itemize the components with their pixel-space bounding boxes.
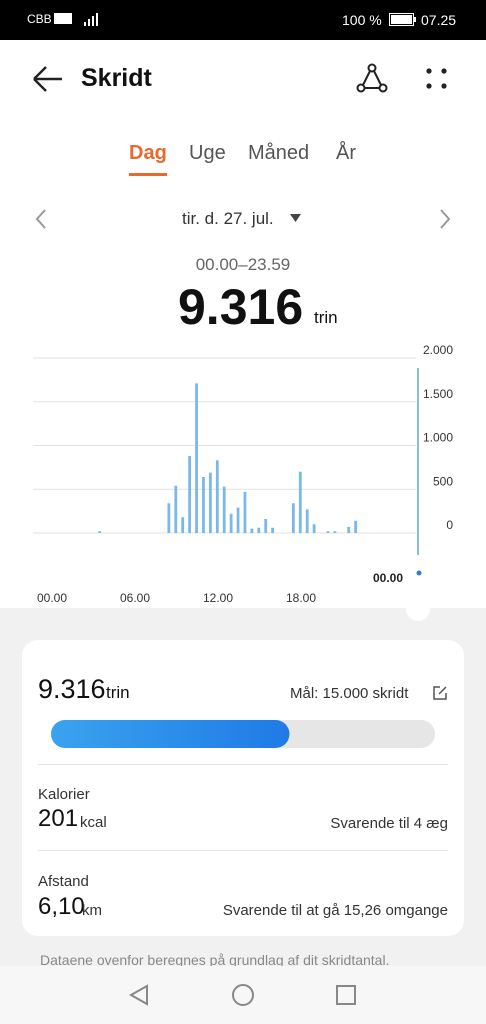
carrier: CBB [27, 12, 52, 26]
x-tick-label: 12.00 [203, 591, 233, 605]
y-tick-label: 2.000 [423, 343, 453, 357]
distance-value: 6,10 [38, 893, 85, 920]
back-button[interactable] [30, 64, 66, 94]
distance-label: Afstand [38, 873, 89, 890]
steps-chart: 0 500 1.000 1.500 2.000 00.00 06.00 12.00 18.00 0… [33, 343, 453, 621]
total-unit: trin [314, 308, 338, 327]
progress-fill [51, 720, 290, 748]
bar [195, 383, 198, 533]
bar [229, 513, 233, 533]
bar [291, 503, 295, 533]
page-title: Skridt [81, 64, 152, 92]
edit-goal-icon[interactable] [432, 685, 448, 701]
bar [202, 477, 205, 533]
tab-year[interactable]: År [336, 142, 356, 164]
bar [243, 491, 247, 533]
cursor-label: 00.00 [373, 571, 403, 585]
nav-back[interactable] [128, 984, 148, 1006]
bar [250, 528, 254, 533]
battery-icon [389, 13, 416, 26]
bar [215, 460, 219, 533]
tab-indicator [129, 173, 167, 176]
x-tick-label: 00.00 [37, 591, 67, 605]
bar [264, 519, 268, 533]
nav-home[interactable] [232, 984, 254, 1006]
summary-steps: 9.316 [38, 674, 106, 704]
y-tick-label: 0 [446, 518, 453, 532]
nav-recent[interactable] [336, 985, 356, 1005]
route-icon[interactable] [354, 62, 390, 94]
tab-week[interactable]: Uge [189, 142, 226, 164]
tab-month[interactable]: Måned [248, 142, 310, 164]
bar [298, 471, 302, 533]
cursor-handle [406, 597, 430, 621]
distance-note: Svarende til at gå 15,26 omgange [222, 902, 448, 919]
divider [38, 764, 448, 765]
bar [167, 503, 171, 533]
bar [347, 526, 351, 533]
calories-label: Kalorier [38, 786, 90, 803]
cursor-dot [416, 570, 422, 576]
date-label[interactable]: tir. d. 27. jul. [182, 209, 274, 228]
more-menu[interactable] [424, 66, 450, 92]
bar [208, 472, 212, 533]
calories-note: Svarende til 4 æg [330, 815, 448, 832]
y-tick-label: 1.000 [423, 431, 453, 445]
goal-progress [51, 720, 435, 748]
tab-day[interactable]: Dag [129, 142, 167, 164]
signal-icons [54, 13, 98, 26]
y-tick-label: 1.500 [423, 387, 453, 401]
footer-note: Dataene ovenfor beregnes på grundlag af … [40, 952, 390, 968]
x-tick-label: 06.00 [120, 591, 150, 605]
bar [174, 485, 178, 533]
nav-bar [0, 966, 486, 1024]
distance-unit: km [82, 902, 102, 919]
bar [333, 531, 337, 533]
x-tick-label: 18.00 [286, 591, 316, 605]
summary-unit: trin [106, 683, 130, 702]
bar [257, 527, 261, 533]
time-range: 00.00–23.59 [195, 255, 291, 274]
date-dropdown[interactable] [290, 213, 302, 223]
calories-unit: kcal [80, 814, 107, 831]
status-bar: CBB 100 % 07.25 [0, 0, 486, 40]
bar [236, 507, 240, 533]
bar [312, 524, 316, 533]
bar [222, 486, 226, 533]
battery-text: 100 % [342, 12, 382, 28]
y-tick-label: 500 [433, 474, 453, 488]
bar [181, 517, 185, 533]
summary-card: 9.316 trin Mål: 15.000 skridt Kalorier 2… [22, 640, 464, 936]
bar [305, 509, 309, 533]
bar [188, 456, 192, 533]
calories-value: 201 [38, 805, 79, 832]
divider [38, 850, 448, 851]
bar [98, 531, 102, 533]
prev-day[interactable] [34, 208, 48, 230]
top-panel [0, 0, 486, 608]
bar [354, 520, 358, 533]
goal-label[interactable]: Mål: 15.000 skridt [290, 685, 409, 702]
next-day[interactable] [438, 208, 452, 230]
clock: 07.25 [421, 12, 457, 28]
bar [326, 531, 330, 533]
bar [271, 527, 275, 533]
total-steps: 9.316 [178, 279, 304, 335]
nav-buttons [128, 984, 356, 1006]
